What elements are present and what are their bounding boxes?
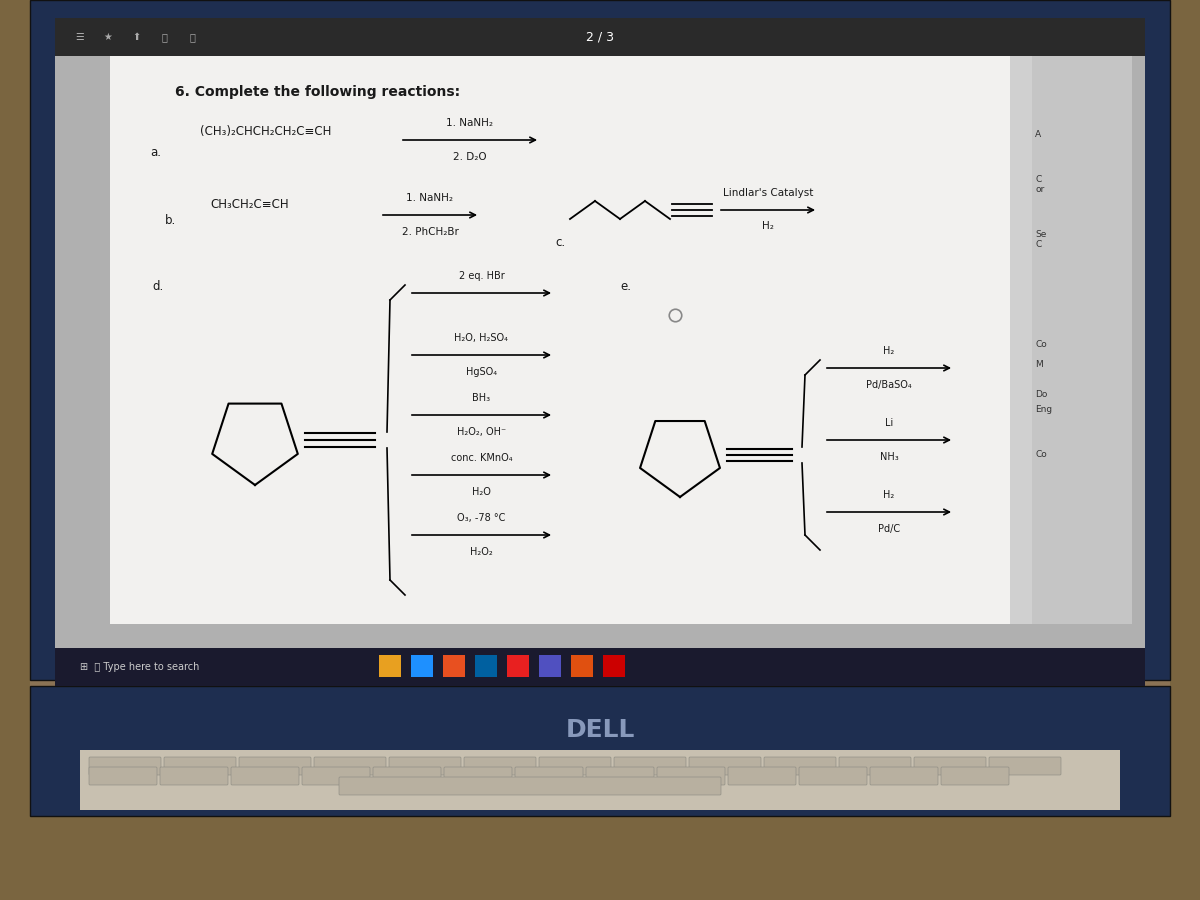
- Text: H₂O, H₂SO₄: H₂O, H₂SO₄: [455, 333, 509, 343]
- FancyBboxPatch shape: [30, 0, 1170, 680]
- FancyBboxPatch shape: [55, 648, 1145, 686]
- FancyBboxPatch shape: [30, 686, 1170, 816]
- Text: H₂: H₂: [762, 221, 774, 231]
- Text: Lindlar's Catalyst: Lindlar's Catalyst: [722, 188, 814, 198]
- FancyBboxPatch shape: [571, 655, 593, 677]
- Text: 🖨: 🖨: [161, 32, 167, 42]
- Text: a.: a.: [150, 146, 161, 158]
- Text: HgSO₄: HgSO₄: [466, 367, 497, 377]
- FancyBboxPatch shape: [0, 810, 1200, 900]
- FancyBboxPatch shape: [586, 767, 654, 785]
- Text: Pd/C: Pd/C: [878, 524, 900, 534]
- Text: H₂: H₂: [883, 346, 895, 356]
- Text: ☰: ☰: [76, 32, 84, 42]
- FancyBboxPatch shape: [989, 757, 1061, 775]
- Text: NH₃: NH₃: [880, 452, 899, 462]
- FancyBboxPatch shape: [160, 767, 228, 785]
- FancyBboxPatch shape: [539, 655, 562, 677]
- Text: 1. NaNH₂: 1. NaNH₂: [446, 118, 493, 128]
- Text: 2. PhCH₂Br: 2. PhCH₂Br: [402, 227, 458, 237]
- Text: b.: b.: [166, 213, 176, 227]
- Text: Se: Se: [1034, 230, 1046, 239]
- Text: (CH₃)₂CHCH₂CH₂C≡CH: (CH₃)₂CHCH₂CH₂C≡CH: [200, 125, 331, 139]
- Text: ⊞  ⌕ Type here to search: ⊞ ⌕ Type here to search: [80, 662, 199, 672]
- FancyBboxPatch shape: [302, 767, 370, 785]
- Text: c.: c.: [554, 237, 565, 249]
- Text: DELL: DELL: [565, 718, 635, 742]
- FancyBboxPatch shape: [764, 757, 836, 775]
- Text: C: C: [1034, 175, 1042, 184]
- FancyBboxPatch shape: [604, 655, 625, 677]
- FancyBboxPatch shape: [410, 655, 433, 677]
- FancyBboxPatch shape: [870, 767, 938, 785]
- FancyBboxPatch shape: [110, 56, 1010, 624]
- FancyBboxPatch shape: [728, 767, 796, 785]
- Text: 1. NaNH₂: 1. NaNH₂: [407, 193, 454, 203]
- FancyBboxPatch shape: [373, 767, 442, 785]
- FancyBboxPatch shape: [379, 655, 401, 677]
- FancyBboxPatch shape: [55, 18, 1145, 648]
- FancyBboxPatch shape: [314, 757, 386, 775]
- Text: or: or: [1034, 185, 1044, 194]
- FancyBboxPatch shape: [444, 767, 512, 785]
- FancyBboxPatch shape: [340, 777, 721, 795]
- Text: C: C: [1034, 240, 1042, 249]
- FancyBboxPatch shape: [0, 0, 30, 900]
- Text: conc. KMnO₄: conc. KMnO₄: [451, 453, 512, 463]
- FancyBboxPatch shape: [89, 767, 157, 785]
- Text: A: A: [1034, 130, 1042, 139]
- FancyBboxPatch shape: [1170, 0, 1200, 900]
- Text: ★: ★: [103, 32, 113, 42]
- FancyBboxPatch shape: [941, 767, 1009, 785]
- Text: Co: Co: [1034, 450, 1046, 459]
- Text: H₂O₂, OH⁻: H₂O₂, OH⁻: [457, 427, 506, 437]
- FancyBboxPatch shape: [80, 750, 1120, 810]
- Text: e.: e.: [620, 280, 631, 293]
- Text: 6. Complete the following reactions:: 6. Complete the following reactions:: [175, 85, 460, 99]
- FancyBboxPatch shape: [799, 767, 866, 785]
- FancyBboxPatch shape: [508, 655, 529, 677]
- FancyBboxPatch shape: [839, 757, 911, 775]
- Text: d.: d.: [152, 280, 163, 293]
- FancyBboxPatch shape: [1032, 56, 1132, 624]
- FancyBboxPatch shape: [443, 655, 466, 677]
- Text: ⬆: ⬆: [132, 32, 140, 42]
- FancyBboxPatch shape: [614, 757, 686, 775]
- Text: 2 / 3: 2 / 3: [586, 31, 614, 43]
- FancyBboxPatch shape: [539, 757, 611, 775]
- Text: H₂: H₂: [883, 490, 895, 500]
- Text: CH₃CH₂C≡CH: CH₃CH₂C≡CH: [210, 199, 289, 212]
- Text: H₂O₂: H₂O₂: [470, 547, 493, 557]
- FancyBboxPatch shape: [914, 757, 986, 775]
- FancyBboxPatch shape: [475, 655, 497, 677]
- Text: 2 eq. HBr: 2 eq. HBr: [458, 271, 504, 281]
- Text: Do: Do: [1034, 390, 1048, 399]
- Text: Pd/BaSO₄: Pd/BaSO₄: [866, 380, 912, 390]
- FancyBboxPatch shape: [389, 757, 461, 775]
- FancyBboxPatch shape: [89, 757, 161, 775]
- FancyBboxPatch shape: [464, 757, 536, 775]
- FancyBboxPatch shape: [230, 767, 299, 785]
- FancyBboxPatch shape: [55, 18, 1145, 56]
- Text: BH₃: BH₃: [473, 393, 491, 403]
- Text: M: M: [1034, 360, 1043, 369]
- FancyBboxPatch shape: [239, 757, 311, 775]
- FancyBboxPatch shape: [658, 767, 725, 785]
- FancyBboxPatch shape: [515, 767, 583, 785]
- Text: Eng: Eng: [1034, 405, 1052, 414]
- Text: Co: Co: [1034, 340, 1046, 349]
- FancyBboxPatch shape: [689, 757, 761, 775]
- Text: H₂O: H₂O: [472, 487, 491, 497]
- Text: Li: Li: [884, 418, 893, 428]
- FancyBboxPatch shape: [1010, 56, 1032, 624]
- Text: O₃, -78 °C: O₃, -78 °C: [457, 513, 505, 523]
- Text: 2. D₂O: 2. D₂O: [454, 152, 487, 162]
- Text: 🔍: 🔍: [190, 32, 194, 42]
- FancyBboxPatch shape: [164, 757, 236, 775]
